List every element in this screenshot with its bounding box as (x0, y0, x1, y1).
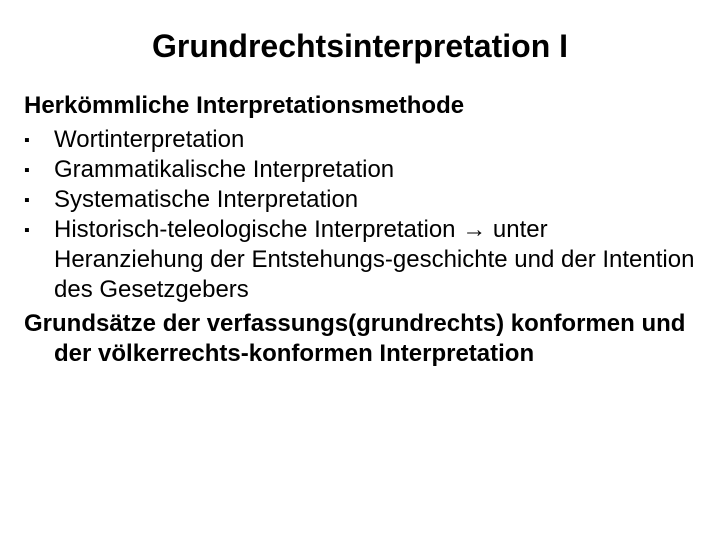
slide-title: Grundrechtsinterpretation I (24, 28, 696, 65)
list-item: Grammatikalische Interpretation (24, 155, 696, 185)
slide: Grundrechtsinterpretation I Herkömmliche… (0, 0, 720, 540)
section-heading: Herkömmliche Interpretationsmethode (24, 91, 696, 121)
list-item: Wortinterpretation (24, 125, 696, 155)
closing-text: Grundsätze der verfassungs(grundrechts) … (24, 309, 696, 369)
list-item: Historisch-teleologische Interpretation … (24, 215, 696, 305)
list-item: Systematische Interpretation (24, 185, 696, 215)
bullet-list: Wortinterpretation Grammatikalische Inte… (24, 125, 696, 305)
